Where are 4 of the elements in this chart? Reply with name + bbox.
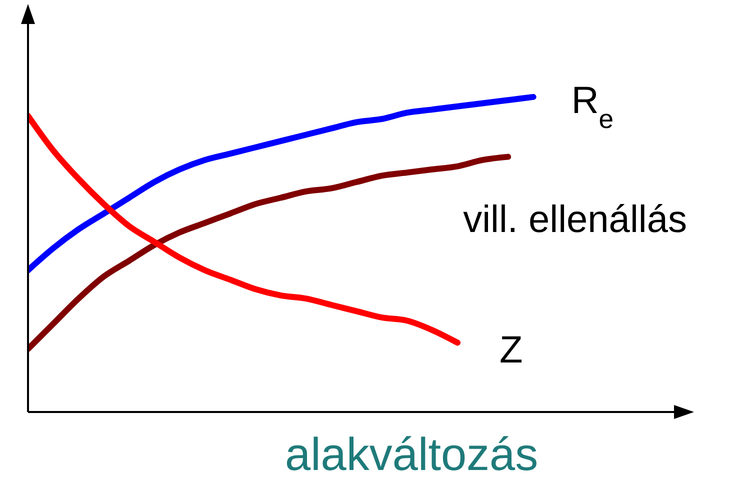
series-label: R$_{e}$ bbox=[571, 80, 614, 134]
series-label: Z bbox=[500, 330, 523, 372]
x-axis-title: alakváltozás bbox=[285, 428, 538, 480]
series-label: vill. ellenállás bbox=[463, 198, 687, 241]
